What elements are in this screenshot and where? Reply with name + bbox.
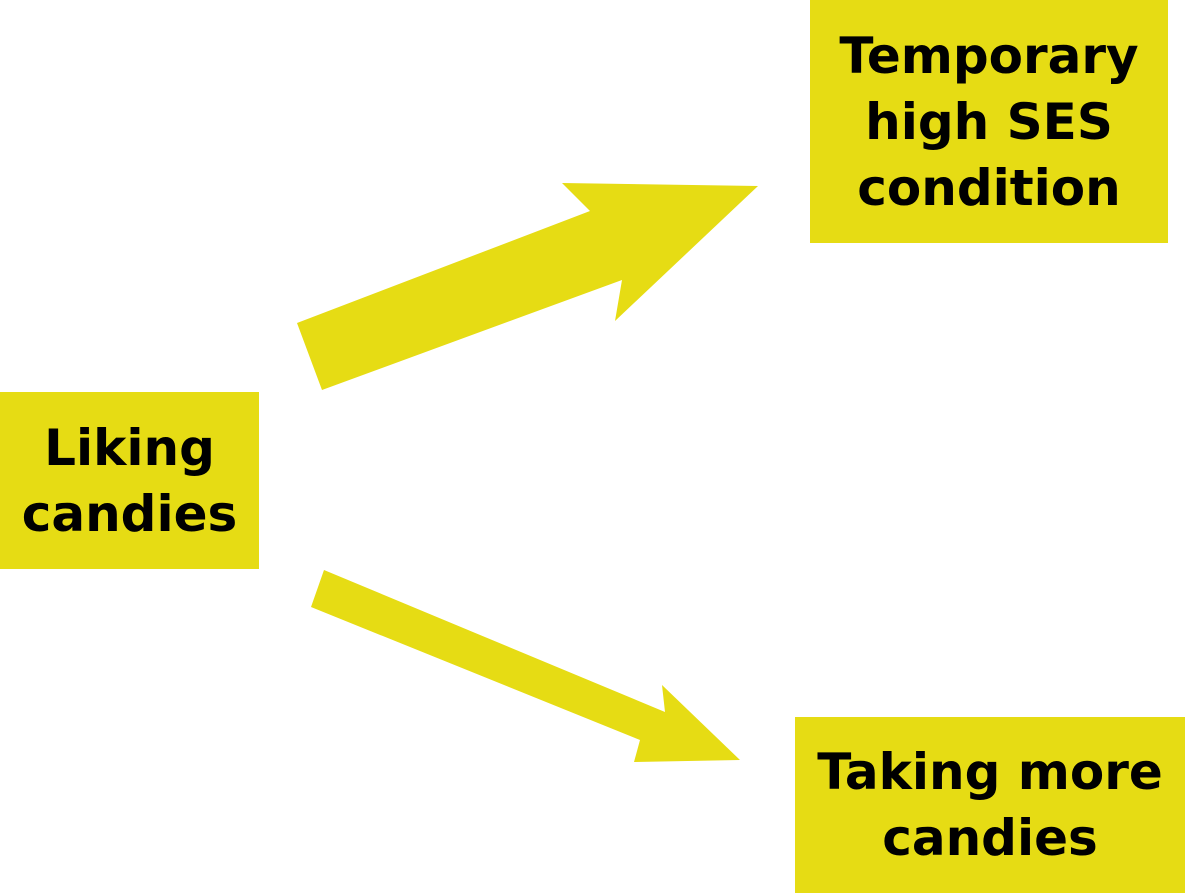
node-temporary-high-ses-condition: Temporary high SES condition bbox=[810, 0, 1168, 243]
node-taking-more-candies: Taking more candies bbox=[795, 717, 1185, 893]
node-liking-candies: Liking candies bbox=[0, 392, 259, 569]
arrow-liking-to-taking bbox=[311, 570, 740, 762]
arrow-liking-to-temporary bbox=[297, 183, 758, 390]
